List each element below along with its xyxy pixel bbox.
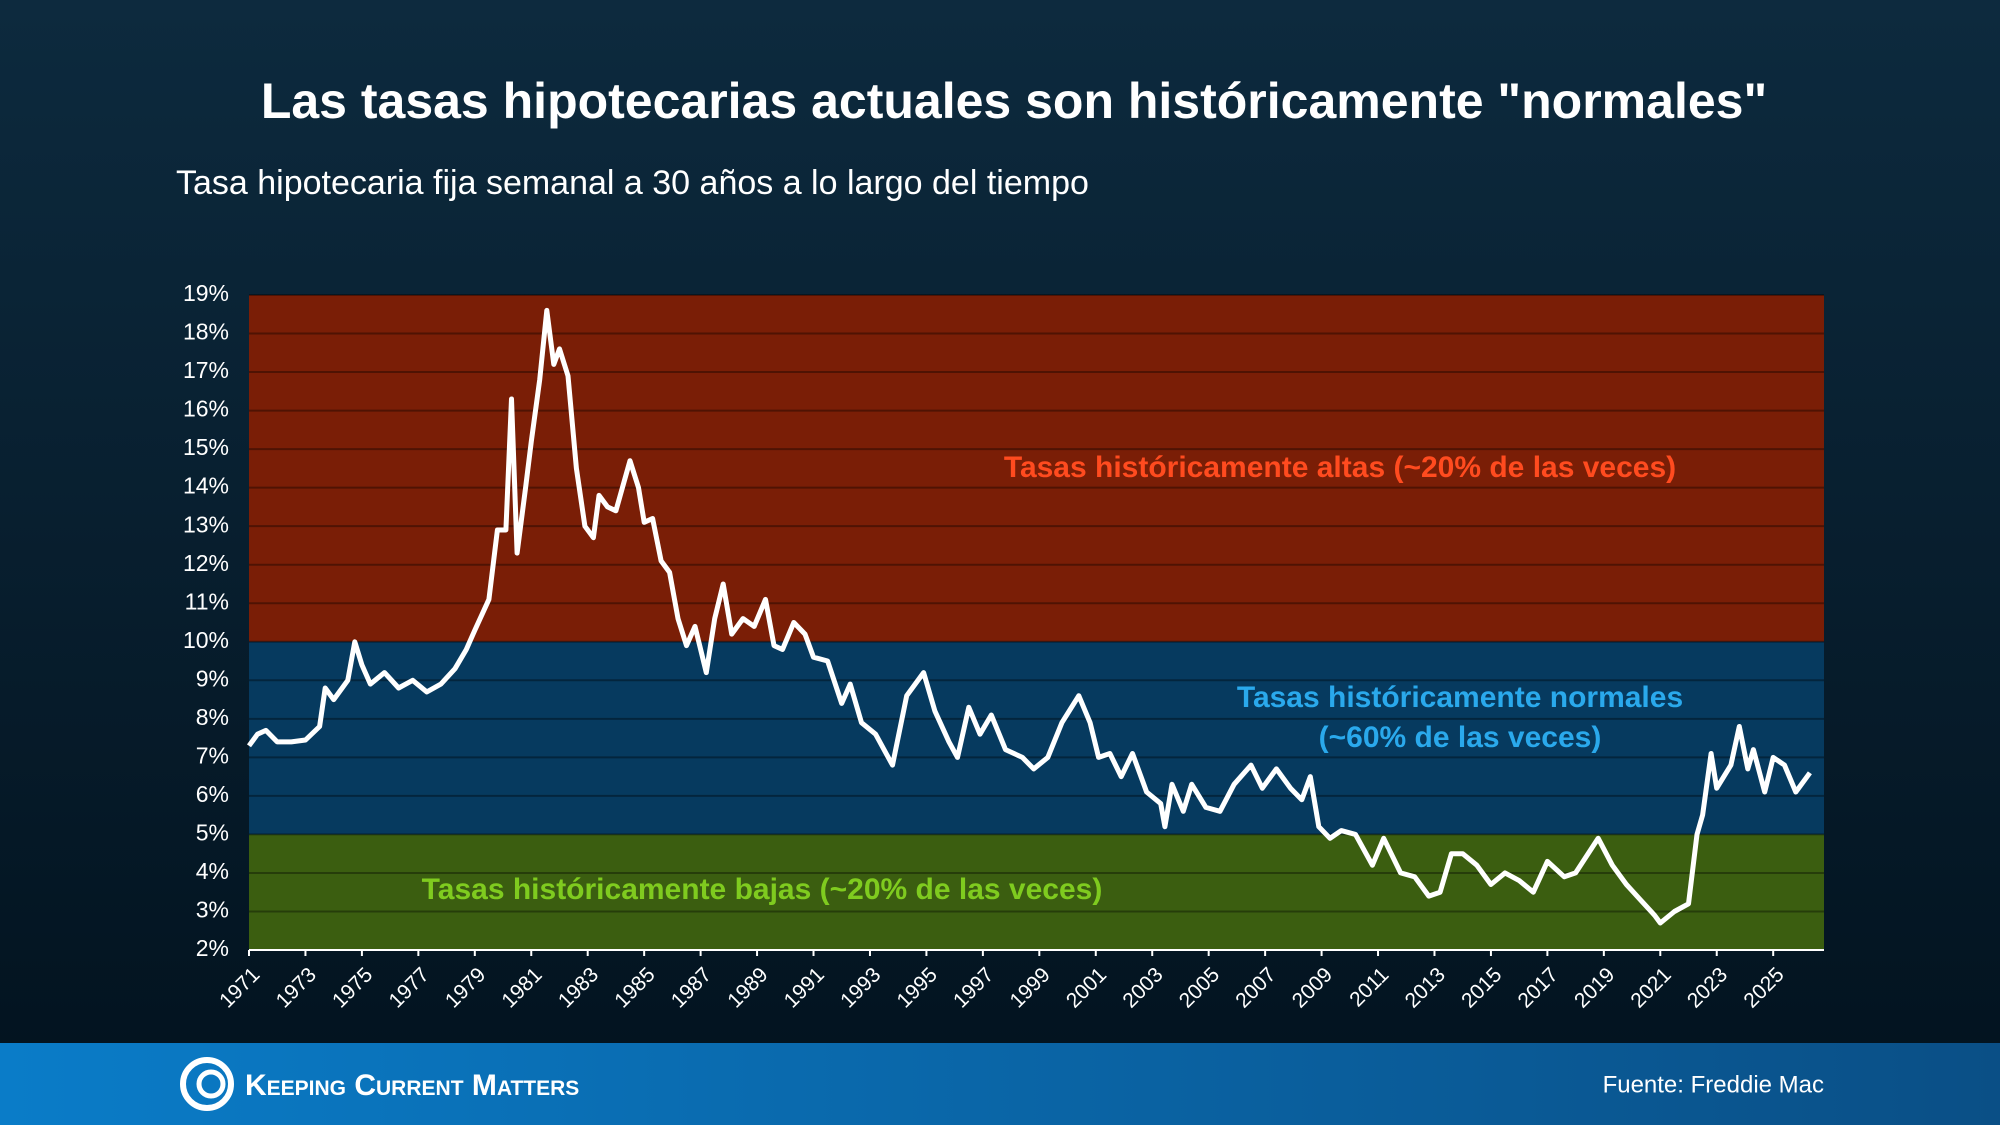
zone-label: Tasas históricamente altas (~20% de las … <box>1004 451 1676 484</box>
y-tick-label: 7% <box>196 742 229 768</box>
y-tick-label: 11% <box>185 588 229 614</box>
source-note: Fuente: Freddie Mac <box>1603 1071 1824 1098</box>
y-tick-label: 14% <box>183 473 229 499</box>
y-tick-label: 18% <box>183 319 229 345</box>
footer-bar <box>0 1043 2000 1125</box>
plot-area: 2% 3% 4% 5% 6% 7% 8% 9% 10% 11% 12% 13% 14% 15% 16% 17%… <box>183 280 1824 1012</box>
y-tick-label: 5% <box>196 819 229 845</box>
y-tick-label: 8% <box>196 704 229 730</box>
logo-inner <box>196 1069 226 1099</box>
zone-band <box>249 834 1824 950</box>
zone-label: Tasas históricamente bajas (~20% de las … <box>422 873 1103 906</box>
logo-ring <box>180 1057 234 1111</box>
zone-label: Tasas históricamente normales <box>1237 681 1683 714</box>
zone-label: (~60% de las veces) <box>1319 721 1602 754</box>
brand-logo <box>180 1057 234 1111</box>
y-tick-label: 15% <box>183 434 229 460</box>
y-tick-label: 9% <box>196 665 229 691</box>
y-tick-label: 17% <box>183 357 229 383</box>
y-tick-label: 16% <box>183 396 229 422</box>
y-tick-label: 12% <box>183 550 229 576</box>
zone-band <box>249 295 1824 642</box>
y-tick-label: 4% <box>196 858 229 884</box>
chart-title: Las tasas hipotecarias actuales son hist… <box>261 73 1767 129</box>
y-tick-label: 10% <box>183 627 229 653</box>
y-tick-label: 6% <box>196 781 229 807</box>
y-tick-label: 13% <box>183 511 229 537</box>
y-tick-label: 2% <box>196 935 229 961</box>
y-tick-label: 3% <box>196 897 229 923</box>
zone-band <box>249 641 1824 835</box>
y-tick-label: 19% <box>183 280 229 306</box>
chart-subtitle: Tasa hipotecaria fija semanal a 30 años … <box>176 164 1089 202</box>
brand-name: Keeping Current Matters <box>245 1069 579 1102</box>
rate-line <box>246 307 1812 926</box>
